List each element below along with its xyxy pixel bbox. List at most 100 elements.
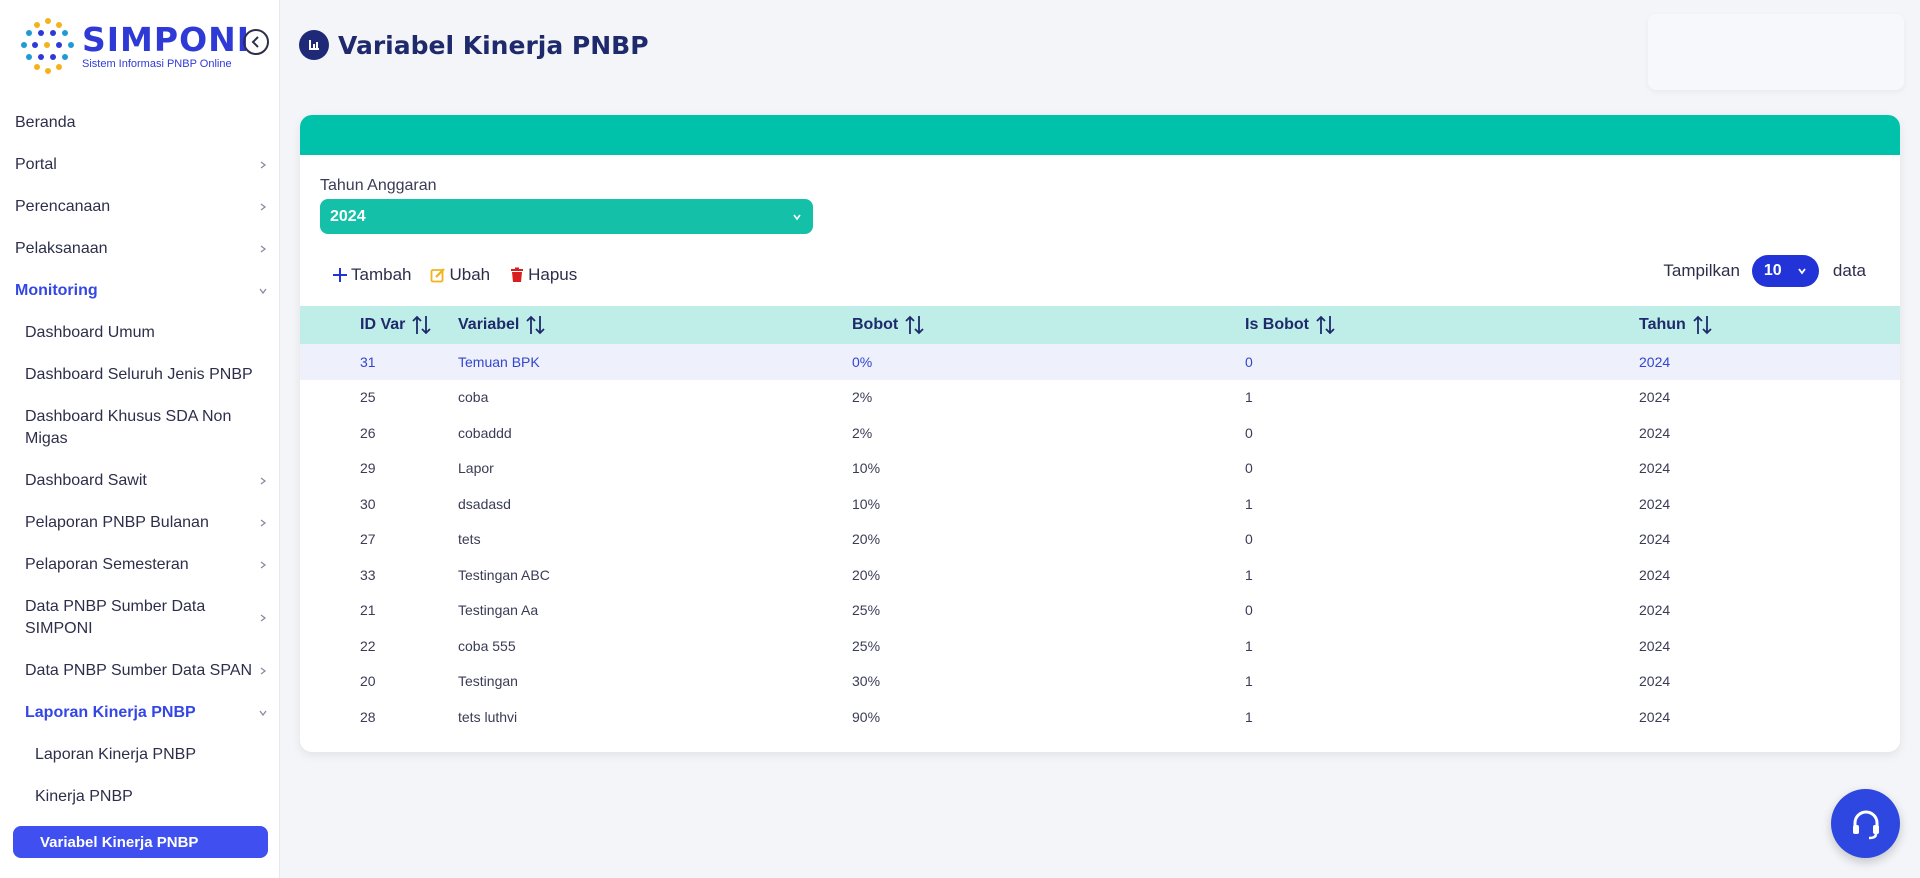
table-row[interactable]: 30 dsadasd 10% 1 2024 — [300, 486, 1900, 522]
sidebar-item-data-span[interactable]: Data PNBP Sumber Data SPAN — [0, 650, 279, 692]
chevron-right-icon — [260, 477, 267, 485]
sidebar-item-dashboard-sawit[interactable]: Dashboard Sawit — [0, 460, 279, 502]
column-header-bobot[interactable]: Bobot — [852, 306, 1245, 344]
logo[interactable]: SIMPONI Sistem Informasi PNBP Online — [18, 16, 250, 76]
column-header-label: Tahun — [1639, 316, 1686, 333]
logo-subtitle: Sistem Informasi PNBP Online — [82, 57, 232, 70]
table-cell: 2024 — [1639, 708, 1671, 725]
table-cell: 2024 — [1639, 602, 1671, 619]
sidebar-item-label: Dashboard Sawit — [25, 472, 147, 489]
sidebar-item-dashboard-seluruh[interactable]: Dashboard Seluruh Jenis PNBP — [0, 354, 279, 396]
table-cell: 2024 — [1639, 531, 1671, 548]
table-cell: tets luthvi — [458, 708, 518, 725]
chevron-down-icon — [793, 214, 801, 221]
year-filter-label: Tahun Anggaran — [320, 177, 437, 194]
table-row[interactable]: 33 Testingan ABC 20% 1 2024 — [300, 557, 1900, 593]
sidebar-item-data-simponi[interactable]: Data PNBP Sumber Data SIMPONI — [0, 586, 279, 650]
table-cell: Testingan Aa — [458, 602, 539, 619]
column-header-variabel[interactable]: Variabel — [458, 306, 852, 344]
table-cell: 29 — [360, 460, 376, 477]
sidebar-item-label: Dashboard Seluruh Jenis PNBP — [25, 366, 253, 383]
table-cell: 2024 — [1639, 566, 1671, 583]
sidebar-item-perencanaan[interactable]: Perencanaan — [0, 186, 279, 228]
table-cell: 0 — [1245, 531, 1253, 548]
sidebar-item-beranda[interactable]: Beranda — [0, 102, 279, 144]
chevron-right-icon — [260, 203, 267, 211]
column-header-label: Is Bobot — [1245, 316, 1309, 333]
sidebar-item-pelaksanaan[interactable]: Pelaksanaan — [0, 228, 279, 270]
chevron-right-icon — [260, 245, 267, 253]
table-cell: 0% — [852, 353, 873, 370]
sidebar-item-dashboard-umum[interactable]: Dashboard Umum — [0, 312, 279, 354]
sidebar-item-pelaporan-bulanan[interactable]: Pelaporan PNBP Bulanan — [0, 502, 279, 544]
table-cell: tets — [458, 531, 481, 548]
sidebar-item-label: Portal — [15, 156, 57, 173]
chevron-down-icon — [1798, 268, 1806, 275]
column-header-label: Bobot — [852, 316, 899, 333]
column-header-tahun[interactable]: Tahun — [1639, 306, 1900, 344]
table-cell: Lapor — [458, 460, 494, 477]
table-cell: 10% — [852, 495, 881, 512]
sidebar-collapse-button[interactable] — [243, 29, 269, 55]
sidebar-item-label: Beranda — [15, 114, 76, 131]
sidebar-item-label: Perencanaan — [15, 198, 111, 215]
table-cell: coba — [458, 389, 489, 406]
table-row[interactable]: 28 tets luthvi 90% 1 2024 — [300, 699, 1900, 735]
table-row[interactable]: 26 cobaddd 2% 0 2024 — [300, 415, 1900, 451]
table-cell: 20% — [852, 531, 881, 548]
table-row[interactable]: 29 Lapor 10% 0 2024 — [300, 451, 1900, 487]
chevron-down-icon — [259, 710, 267, 717]
table-header-row: ID Var Variabel Bobot Is Bobot Tahun — [300, 306, 1900, 344]
column-header-label: ID Var — [360, 316, 406, 333]
add-button[interactable]: Tambah — [332, 265, 411, 285]
plus-icon — [333, 268, 347, 282]
sidebar-item-monitoring[interactable]: Monitoring — [0, 270, 279, 312]
chevron-left-icon — [251, 36, 259, 48]
sidebar-item-pelaporan-semesteran[interactable]: Pelaporan Semesteran — [0, 544, 279, 586]
sidebar-item-kinerja[interactable]: Kinerja PNBP — [0, 776, 279, 818]
table-cell: 2% — [852, 389, 873, 406]
chevron-right-icon — [260, 561, 267, 569]
sidebar-item-dashboard-sda[interactable]: Dashboard Khusus SDA Non Migas — [0, 396, 279, 460]
column-header-label: Variabel — [458, 316, 520, 333]
page-header: Variabel Kinerja PNBP — [299, 30, 649, 60]
table-cell: 0 — [1245, 460, 1253, 477]
table-cell: 30% — [852, 673, 881, 690]
sidebar-item-laporan-kinerja-group[interactable]: Laporan Kinerja PNBP — [0, 692, 279, 734]
sidebar-item-label: Dashboard Umum — [25, 324, 155, 341]
edit-icon — [431, 268, 446, 283]
table-cell: 2024 — [1639, 460, 1671, 477]
column-header-is-bobot[interactable]: Is Bobot — [1245, 306, 1639, 344]
help-support-button[interactable] — [1831, 789, 1900, 858]
column-header-id[interactable]: ID Var — [300, 306, 458, 344]
year-select[interactable]: 2024 — [320, 199, 813, 234]
sidebar-item-label: Monitoring — [15, 282, 98, 299]
table-row[interactable]: 21 Testingan Aa 25% 0 2024 — [300, 593, 1900, 629]
table-actions: Tambah Ubah Hapus — [332, 265, 596, 285]
chevron-right-icon — [260, 161, 267, 169]
table-cell: 90% — [852, 708, 881, 725]
sidebar-item-laporan-kinerja[interactable]: Laporan Kinerja PNBP — [0, 734, 279, 776]
show-label: Tampilkan — [1663, 261, 1740, 280]
sidebar-item-variabel-kinerja[interactable]: Variabel Kinerja PNBP — [13, 826, 268, 858]
sidebar-item-label: Variabel Kinerja PNBP — [40, 833, 199, 851]
page-size-control: Tampilkan 10 data — [1663, 255, 1866, 287]
sidebar-item-label: Kinerja PNBP — [35, 788, 133, 805]
page-size-select[interactable]: 10 — [1751, 255, 1819, 287]
table-cell: 1 — [1245, 673, 1253, 690]
table-row[interactable]: 27 tets 20% 0 2024 — [300, 522, 1900, 558]
table-cell: 26 — [360, 424, 376, 441]
table-cell: 20 — [360, 673, 376, 690]
table-cell: 1 — [1245, 566, 1253, 583]
table-row[interactable]: 31 Temuan BPK 0% 0 2024 — [300, 344, 1900, 380]
table-row[interactable]: 20 Testingan 30% 1 2024 — [300, 664, 1900, 700]
edit-button[interactable]: Ubah — [430, 265, 490, 285]
table-row[interactable]: 25 coba 2% 1 2024 — [300, 380, 1900, 416]
table-row[interactable]: 22 coba 555 25% 1 2024 — [300, 628, 1900, 664]
table-cell: Testingan — [458, 673, 518, 690]
show-suffix: data — [1832, 261, 1866, 280]
sidebar-item-portal[interactable]: Portal — [0, 144, 279, 186]
data-table: ID Var Variabel Bobot Is Bobot Tahun 31 T… — [300, 306, 1900, 735]
sidebar-item-label: Data PNBP Sumber Data SPAN — [25, 662, 253, 679]
delete-button[interactable]: Hapus — [509, 265, 577, 285]
